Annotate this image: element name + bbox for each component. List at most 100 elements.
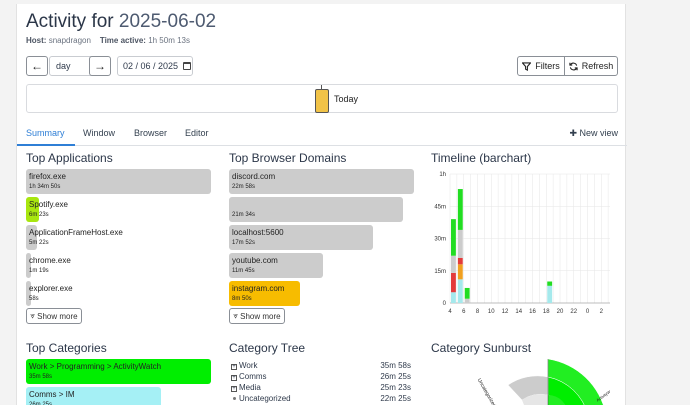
domain-item[interactable]: discord.com 22m 58s bbox=[229, 169, 414, 194]
expand-icon[interactable]: + bbox=[231, 386, 237, 392]
category-name: Work > Programming > ActivityWatch bbox=[29, 362, 162, 371]
app-item[interactable]: firefox.exe 1h 34m 50s bbox=[26, 169, 211, 194]
category-tree-row[interactable]: + Comms 26m 25s bbox=[231, 372, 411, 383]
timeline-tick bbox=[321, 85, 322, 89]
sunburst-inner-ring[interactable] bbox=[548, 395, 568, 405]
plus-icon: ✚ bbox=[569, 128, 580, 138]
category-tree-row[interactable]: Uncategorized 22m 25s bbox=[231, 394, 411, 405]
category-tree-duration: 25m 23s bbox=[380, 383, 411, 392]
tab-editor[interactable]: Editor bbox=[185, 128, 209, 138]
refresh-button[interactable]: Refresh bbox=[564, 56, 618, 76]
domains-show-more-button[interactable]: ⩔ Show more bbox=[229, 308, 285, 324]
domain-duration: 11m 45s bbox=[232, 268, 255, 274]
category-tree-row[interactable]: + Work 35m 58s bbox=[231, 361, 411, 372]
category-sunburst-heading: Category Sunburst bbox=[431, 341, 532, 355]
category-tree-name: Work bbox=[239, 361, 258, 370]
today-bar[interactable] bbox=[315, 89, 329, 113]
app-duration: 1h 34m 50s bbox=[29, 184, 61, 190]
timeline-bar-segment[interactable] bbox=[464, 287, 470, 299]
timeline-bar-segment[interactable] bbox=[457, 264, 463, 280]
timeline-bar-segment[interactable] bbox=[547, 285, 553, 303]
apps-show-more-button[interactable]: ⩔ Show more bbox=[26, 308, 82, 324]
new-view-button[interactable]: ✚ New view bbox=[569, 128, 618, 139]
timeline-bar-segment[interactable] bbox=[457, 257, 463, 265]
y-tick-label: 0 bbox=[443, 301, 447, 307]
category-item[interactable]: Comms > IM 26m 25s bbox=[26, 387, 162, 405]
domain-name: localhost:5600 bbox=[232, 228, 284, 237]
category-sunburst-chart: Uncategorized ActivityWatch bbox=[476, 358, 610, 405]
category-tree-name: Comms bbox=[239, 372, 267, 381]
domain-duration: 22m 58s bbox=[232, 184, 256, 190]
x-tick-label: 16 bbox=[529, 309, 536, 315]
tab-summary[interactable]: Summary bbox=[26, 128, 65, 138]
category-name: Comms > IM bbox=[29, 390, 75, 399]
y-tick-label: 15m bbox=[434, 269, 446, 275]
timeline-bar-segment[interactable] bbox=[451, 255, 456, 273]
active-tab-indicator bbox=[17, 144, 75, 146]
filters-button[interactable]: Filters bbox=[517, 56, 565, 76]
filters-label: Filters bbox=[535, 61, 560, 71]
new-view-label: New view bbox=[579, 128, 618, 138]
app-name: chrome.exe bbox=[29, 256, 71, 265]
app-item[interactable]: explorer.exe 58s bbox=[26, 281, 73, 306]
view-tabs: Summary Window Browser Editor ✚ New view bbox=[17, 122, 627, 146]
top-categories-heading: Top Categories bbox=[26, 341, 107, 355]
x-tick-label: 4 bbox=[448, 309, 452, 315]
category-duration: 26m 25s bbox=[29, 402, 53, 405]
category-tree-name: Media bbox=[239, 383, 261, 392]
category-tree-name: Uncategorized bbox=[239, 394, 291, 403]
tab-browser[interactable]: Browser bbox=[134, 128, 168, 138]
timeline-bar-segment[interactable] bbox=[451, 219, 456, 256]
previous-period-button[interactable]: ← bbox=[26, 56, 48, 76]
app-item[interactable]: Spotify.exe 6m 23s bbox=[26, 197, 68, 222]
domain-item[interactable]: 21m 34s bbox=[229, 197, 403, 222]
chevrons-down-icon: ⩔ bbox=[233, 311, 241, 320]
sunburst-inner-ring-left[interactable] bbox=[522, 394, 548, 405]
next-period-button[interactable]: → bbox=[89, 56, 111, 76]
calendar-icon[interactable] bbox=[183, 62, 192, 70]
timeline-bar-segment[interactable] bbox=[457, 279, 463, 303]
x-tick-label: 8 bbox=[476, 309, 480, 315]
app-duration: 1m 19s bbox=[29, 268, 49, 274]
timeline-bar-segment[interactable] bbox=[451, 272, 456, 293]
app-item[interactable]: chrome.exe 1m 19s bbox=[26, 253, 71, 278]
scrollbar[interactable] bbox=[678, 0, 690, 405]
timeline-barchart: 0 15m 30m 45m 1h 4 6 8 10 12 14 16 18 20 22 0 2 bbox=[434, 172, 610, 315]
app-name: explorer.exe bbox=[29, 284, 73, 293]
time-active-label: Time active: bbox=[99, 36, 146, 45]
category-tree-row[interactable]: + Media 25m 23s bbox=[231, 383, 411, 394]
chevrons-down-icon: ⩔ bbox=[30, 311, 38, 320]
today-label: Today bbox=[334, 94, 359, 104]
app-duration: 6m 23s bbox=[29, 212, 49, 218]
domain-item[interactable]: youtube.com 11m 45s bbox=[229, 253, 324, 278]
period-value: day bbox=[56, 61, 71, 71]
date-input[interactable]: 02 / 06 / 2025 bbox=[117, 56, 193, 76]
activity-meta: Host: snapdragon Time active: 1h 50m 13s bbox=[26, 36, 190, 45]
arrow-right-icon: → bbox=[94, 59, 106, 73]
expand-icon[interactable]: + bbox=[231, 375, 237, 381]
page: Activity for 2025-06-02 Host: snapdragon… bbox=[16, 4, 627, 405]
domain-item[interactable]: localhost:5600 17m 52s bbox=[229, 225, 374, 250]
domain-name: discord.com bbox=[232, 172, 276, 181]
category-duration: 35m 58s bbox=[29, 374, 53, 380]
expand-icon[interactable]: + bbox=[231, 364, 237, 370]
x-tick-label: 6 bbox=[462, 309, 466, 315]
x-tick-label: 0 bbox=[586, 309, 590, 315]
domain-item[interactable]: instagram.com 8m 50s bbox=[229, 281, 301, 306]
top-applications-heading: Top Applications bbox=[26, 151, 113, 165]
domain-name: youtube.com bbox=[232, 256, 278, 265]
timeline-bar-segment[interactable] bbox=[457, 229, 463, 258]
x-tick-label: 18 bbox=[543, 309, 550, 315]
tab-window[interactable]: Window bbox=[83, 128, 116, 138]
timeline-bar-segment[interactable] bbox=[464, 298, 470, 303]
timeline-bar-segment[interactable] bbox=[547, 281, 553, 286]
timeline-bar-segment[interactable] bbox=[457, 189, 463, 230]
domain-name: instagram.com bbox=[232, 284, 285, 293]
timeline-bar-segment[interactable] bbox=[451, 292, 456, 303]
app-item[interactable]: ApplicationFrameHost.exe 5m 22s bbox=[26, 225, 123, 250]
x-tick-label: 14 bbox=[515, 309, 522, 315]
app-name: ApplicationFrameHost.exe bbox=[29, 228, 123, 237]
show-more-label: Show more bbox=[240, 311, 281, 321]
category-item[interactable]: Work > Programming > ActivityWatch 35m 58… bbox=[26, 359, 211, 384]
timeline-overview[interactable]: Today bbox=[26, 84, 618, 113]
